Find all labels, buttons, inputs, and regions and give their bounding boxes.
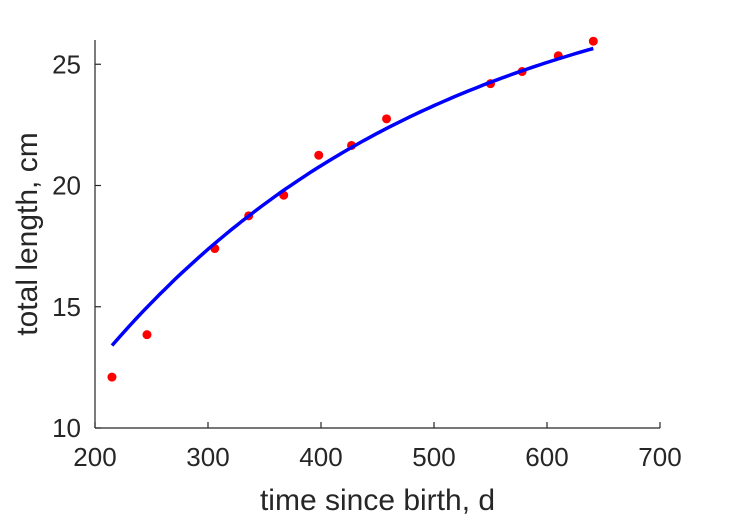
y-axis-label: total length, cm [11, 132, 44, 335]
x-tick-label: 200 [73, 442, 116, 472]
y-tick-label: 10 [52, 413, 81, 443]
x-tick-label: 300 [186, 442, 229, 472]
y-tick-label: 25 [52, 49, 81, 79]
tick-labels: 200 300 400 500 600 700 10 15 20 25 [52, 49, 682, 472]
fit-curve [110, 46, 594, 347]
plot-area [107, 36, 598, 382]
axes [94, 40, 661, 429]
x-tick-label: 600 [525, 442, 568, 472]
data-point [382, 114, 392, 124]
x-tick-label: 700 [638, 442, 681, 472]
x-tick-label: 500 [412, 442, 455, 472]
y-tick-label: 15 [52, 292, 81, 322]
data-point [314, 150, 324, 160]
data-point [107, 372, 117, 382]
data-point [588, 36, 598, 46]
x-axis-label: time since birth, d [260, 484, 495, 517]
data-point [142, 330, 152, 340]
y-tick-label: 20 [52, 171, 81, 201]
x-tick-label: 400 [299, 442, 342, 472]
